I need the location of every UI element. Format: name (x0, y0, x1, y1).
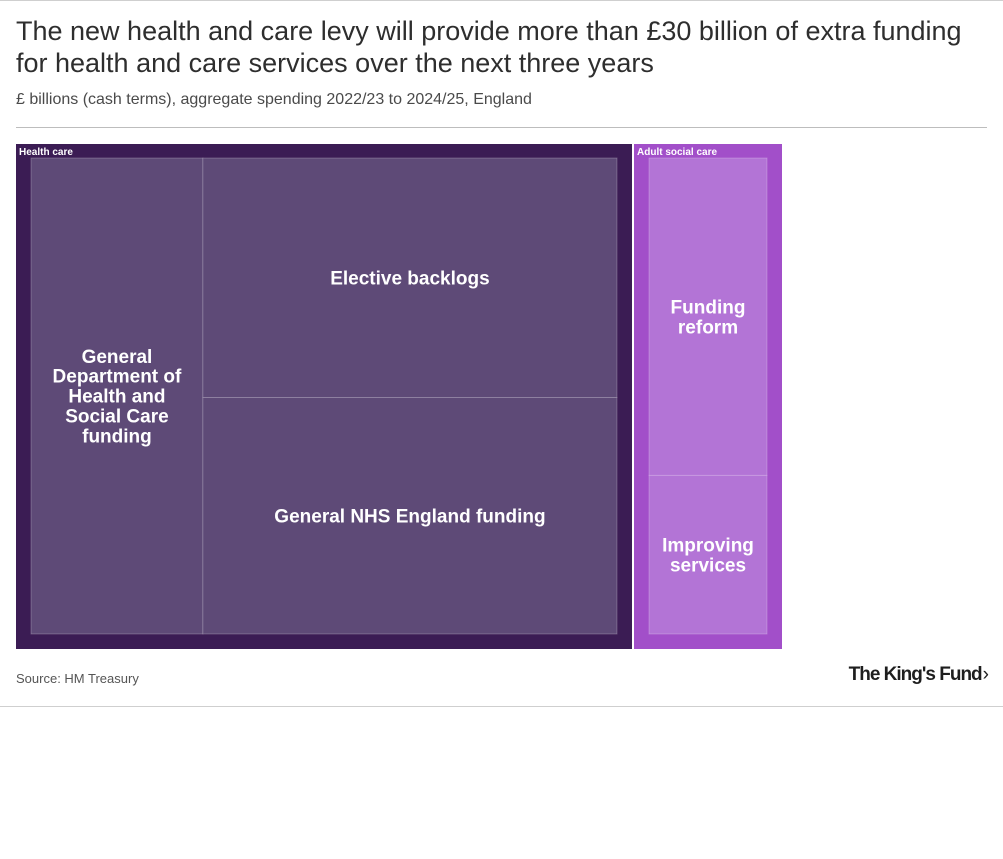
tile-funding-reform[interactable] (648, 157, 768, 476)
kings-fund-logo[interactable]: The King's Fund› (848, 663, 989, 687)
logo-text: The King's Fund (848, 664, 983, 685)
tile-label-general-nhs-england-funding: General NHS England funding (274, 506, 545, 527)
top-rule (0, 0, 1003, 1)
chevron-right-icon: › (982, 664, 989, 685)
tile-label-improving-services: Improving services (662, 535, 754, 576)
tile-general-department-of-health-and-social-care-funding[interactable] (30, 157, 204, 635)
tile-general-nhs-england-funding[interactable] (202, 397, 618, 635)
tile-label-funding-reform: Funding reform (671, 297, 746, 338)
source-note: Source: HM Treasury (16, 671, 139, 686)
chart-subtitle: £ billions (cash terms), aggregate spend… (16, 91, 532, 108)
tile-elective-backlogs[interactable] (202, 157, 618, 398)
chart-title: The new health and care levy will provid… (16, 16, 962, 78)
group-label-health-care: Health care (19, 147, 73, 158)
group-label-adult-social-care: Adult social care (637, 147, 717, 158)
tile-label-elective-backlogs: Elective backlogs (330, 268, 489, 289)
tile-improving-services[interactable] (648, 474, 768, 635)
header-divider (16, 127, 987, 128)
bottom-rule (0, 706, 1003, 707)
tile-label-general-department-of-health-and-social-care-funding: General Department of Health and Social Car… (53, 347, 182, 448)
